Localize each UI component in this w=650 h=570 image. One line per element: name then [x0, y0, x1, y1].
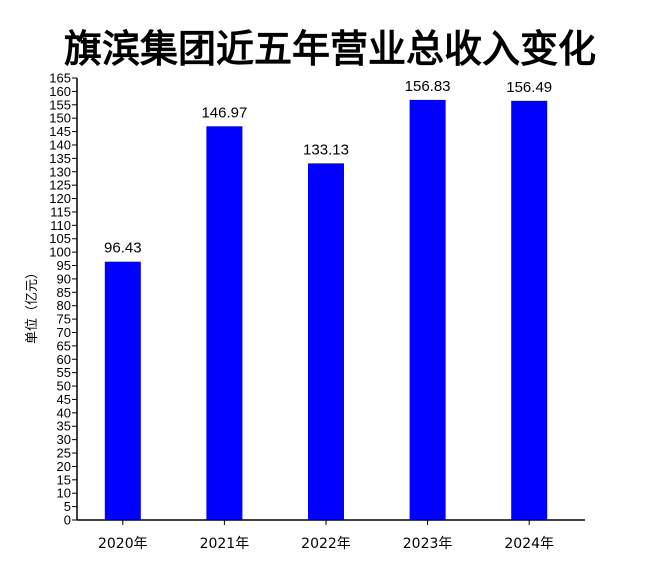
bar	[308, 163, 344, 520]
y-tick-label: 45	[57, 392, 71, 407]
y-tick-label: 80	[57, 298, 71, 313]
bar	[104, 261, 141, 520]
y-tick-label: 5	[64, 499, 71, 514]
x-axis-ticks: 2020年 2021年 2022年 2023年 2024年	[98, 520, 554, 552]
y-tick-label: 130	[49, 164, 71, 179]
y-tick-label: 105	[49, 231, 71, 246]
y-axis-title: 单位（亿元）	[25, 266, 40, 344]
x-tick-label: 2023年	[403, 536, 453, 552]
bar	[206, 126, 243, 520]
y-tick-label: 150	[49, 111, 71, 126]
bars: 96.43 146.97 133.13 156.83 156.49	[104, 78, 552, 521]
bar	[409, 99, 446, 521]
y-tick-label: 15	[57, 472, 71, 487]
y-axis-ticks: 0510152025303540455055606570758085909510…	[49, 71, 77, 528]
y-tick-label: 70	[57, 325, 71, 340]
y-tick-label: 55	[57, 365, 71, 380]
y-tick-label: 75	[57, 312, 71, 327]
x-tick-label: 2020年	[98, 536, 148, 552]
y-tick-label: 65	[57, 338, 71, 353]
y-tick-label: 140	[49, 137, 71, 152]
y-tick-label: 120	[49, 191, 71, 206]
y-tick-label: 35	[57, 419, 71, 434]
bar-value-label: 96.43	[104, 240, 142, 257]
y-tick-label: 160	[49, 84, 71, 99]
y-tick-label: 40	[57, 405, 71, 420]
y-tick-label: 10	[57, 486, 71, 501]
y-tick-label: 110	[50, 218, 71, 233]
x-tick-label: 2024年	[504, 536, 554, 552]
y-tick-label: 0	[64, 513, 71, 528]
y-tick-label: 155	[49, 97, 71, 112]
chart-title: 旗滨集团近五年营业总收入变化	[64, 27, 596, 71]
bar-value-label: 146.97	[201, 104, 247, 121]
bar-value-label: 156.49	[506, 79, 552, 96]
bar-value-label: 156.83	[405, 78, 451, 95]
y-tick-label: 165	[49, 71, 71, 86]
y-tick-label: 85	[57, 285, 71, 300]
y-tick-label: 125	[49, 178, 71, 193]
y-tick-label: 50	[57, 379, 71, 394]
x-tick-label: 2022年	[301, 536, 351, 552]
y-tick-label: 100	[49, 245, 71, 260]
y-tick-label: 30	[57, 432, 71, 447]
bar-value-label: 133.13	[303, 141, 349, 158]
y-tick-label: 115	[50, 204, 71, 219]
y-tick-label: 60	[57, 352, 71, 367]
y-tick-label: 145	[49, 124, 71, 139]
y-tick-label: 135	[49, 151, 71, 166]
y-tick-label: 25	[57, 446, 71, 461]
y-tick-label: 90	[57, 271, 71, 286]
bar	[511, 100, 548, 521]
x-tick-label: 2021年	[200, 536, 250, 552]
y-tick-label: 20	[57, 459, 71, 474]
y-tick-label: 95	[57, 258, 71, 273]
